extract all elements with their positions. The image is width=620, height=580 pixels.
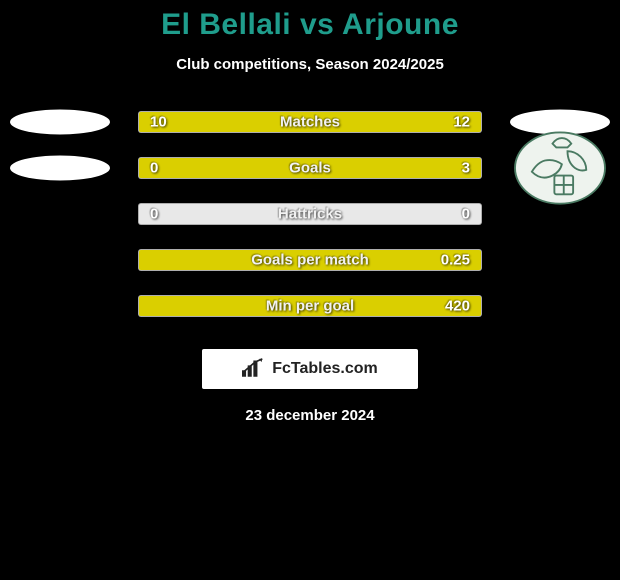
team-left-badge: [10, 156, 110, 181]
stat-row: 03Goals: [0, 145, 620, 191]
stat-metric-label: Goals: [138, 160, 482, 177]
stat-row: 0.25Goals per match: [0, 237, 620, 283]
page-title: El Bellali vs Arjoune: [0, 0, 620, 42]
team-left-badge: [10, 110, 110, 135]
stats-rows: 1012Matches 03Goals00Hattricks0.25Goals …: [0, 99, 620, 329]
date-text: 23 december 2024: [0, 407, 620, 424]
stat-metric-label: Hattricks: [138, 206, 482, 223]
stat-row: 420Min per goal: [0, 283, 620, 329]
site-logo-text: FcTables.com: [272, 360, 378, 378]
site-logo-icon: [242, 357, 268, 382]
site-badge[interactable]: FcTables.com: [202, 349, 418, 389]
stat-metric-label: Goals per match: [138, 252, 482, 269]
stat-metric-label: Matches: [138, 114, 482, 131]
stat-row: 00Hattricks: [0, 191, 620, 237]
subtitle: Club competitions, Season 2024/2025: [0, 56, 620, 73]
stat-metric-label: Min per goal: [138, 298, 482, 315]
